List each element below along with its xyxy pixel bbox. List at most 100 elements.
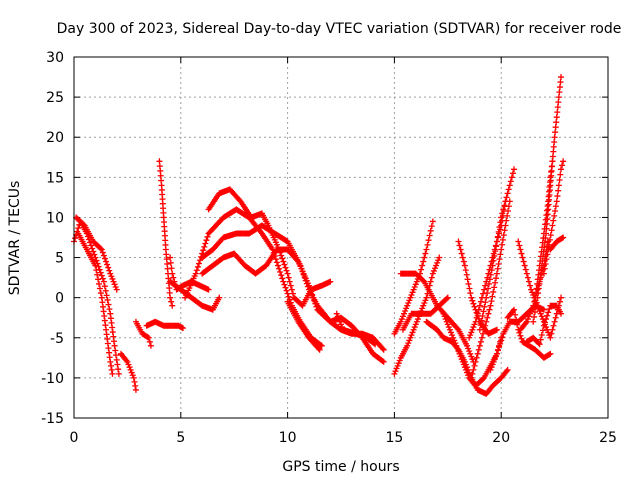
data-point xyxy=(512,311,519,318)
data-point xyxy=(486,276,493,283)
data-point xyxy=(557,171,564,178)
series-sat-27 xyxy=(504,306,554,361)
data-point xyxy=(488,298,495,305)
data-point xyxy=(532,304,539,311)
data-point xyxy=(503,194,510,201)
data-point xyxy=(408,291,415,298)
data-point xyxy=(493,270,500,277)
data-point xyxy=(426,232,433,239)
y-tick-label: 30 xyxy=(46,50,64,66)
data-point xyxy=(488,267,495,274)
data-point xyxy=(541,265,548,272)
data-point xyxy=(463,271,470,278)
data-point xyxy=(201,243,208,250)
data-point xyxy=(551,318,558,325)
data-point xyxy=(500,232,507,239)
data-point xyxy=(502,222,509,229)
data-point xyxy=(317,341,324,348)
x-tick-label: 25 xyxy=(599,430,617,446)
data-point xyxy=(464,369,471,376)
data-point xyxy=(552,208,559,215)
data-point xyxy=(523,318,530,325)
data-point xyxy=(294,257,301,264)
data-point xyxy=(405,300,412,307)
data-point xyxy=(522,320,529,327)
data-point xyxy=(496,224,503,231)
data-point xyxy=(410,326,417,333)
data-points-layer xyxy=(71,74,567,397)
data-point xyxy=(505,203,512,210)
data-point xyxy=(88,242,95,249)
data-point xyxy=(129,372,136,379)
data-point xyxy=(289,290,296,297)
data-point xyxy=(395,360,402,367)
data-point xyxy=(467,290,474,297)
data-point xyxy=(474,350,481,357)
series-sat-33 xyxy=(540,158,567,277)
data-point xyxy=(392,368,399,375)
data-point xyxy=(131,378,138,385)
data-point xyxy=(468,294,475,301)
data-point xyxy=(106,306,113,313)
data-point xyxy=(96,285,103,292)
data-point xyxy=(305,282,312,289)
x-tick-label: 0 xyxy=(70,430,79,446)
data-point xyxy=(460,258,467,265)
data-point xyxy=(333,310,340,317)
data-point xyxy=(421,300,428,307)
data-point xyxy=(549,222,556,229)
data-point xyxy=(97,269,104,276)
data-point xyxy=(497,340,504,347)
data-point xyxy=(399,313,406,320)
data-point xyxy=(462,267,469,274)
data-point xyxy=(169,302,176,309)
data-point xyxy=(170,274,177,281)
grid-layer xyxy=(74,57,608,418)
data-point xyxy=(103,292,110,299)
data-point xyxy=(458,356,465,363)
data-point xyxy=(496,256,503,263)
data-point xyxy=(430,267,437,274)
data-point xyxy=(102,287,109,294)
data-point xyxy=(123,357,130,364)
data-point xyxy=(97,245,104,252)
data-point xyxy=(542,260,549,267)
data-point xyxy=(528,308,535,315)
data-point xyxy=(94,271,101,278)
data-point xyxy=(460,361,467,368)
data-point xyxy=(514,321,521,328)
data-point xyxy=(551,212,558,219)
data-point xyxy=(108,362,115,369)
data-point xyxy=(404,342,411,349)
data-point xyxy=(288,286,295,293)
data-point xyxy=(434,259,441,266)
data-point xyxy=(125,361,132,368)
data-point xyxy=(518,250,525,257)
data-point xyxy=(316,346,323,353)
data-point xyxy=(458,250,465,257)
data-point xyxy=(309,291,316,298)
data-point xyxy=(539,327,546,334)
data-point xyxy=(145,334,152,341)
data-point xyxy=(429,218,436,225)
data-point xyxy=(427,278,434,285)
data-point xyxy=(278,252,285,259)
chart-title: Day 300 of 2023, Sidereal Day-to-day VTE… xyxy=(57,21,622,37)
data-point xyxy=(552,203,559,210)
data-point xyxy=(547,232,554,239)
data-point xyxy=(496,344,503,351)
data-point xyxy=(409,289,416,296)
data-point xyxy=(499,334,506,341)
data-point xyxy=(559,162,566,169)
data-point xyxy=(391,370,398,377)
data-point xyxy=(406,337,413,344)
y-axis-label: SDTVAR / TECUs xyxy=(7,181,23,296)
x-tick-label: 5 xyxy=(176,430,185,446)
data-point xyxy=(393,365,400,372)
series-sat-26 xyxy=(487,302,547,373)
data-point xyxy=(529,305,536,312)
data-point xyxy=(465,280,472,287)
series-sat-18 xyxy=(397,270,477,365)
data-point xyxy=(278,272,285,279)
data-point xyxy=(556,89,563,96)
